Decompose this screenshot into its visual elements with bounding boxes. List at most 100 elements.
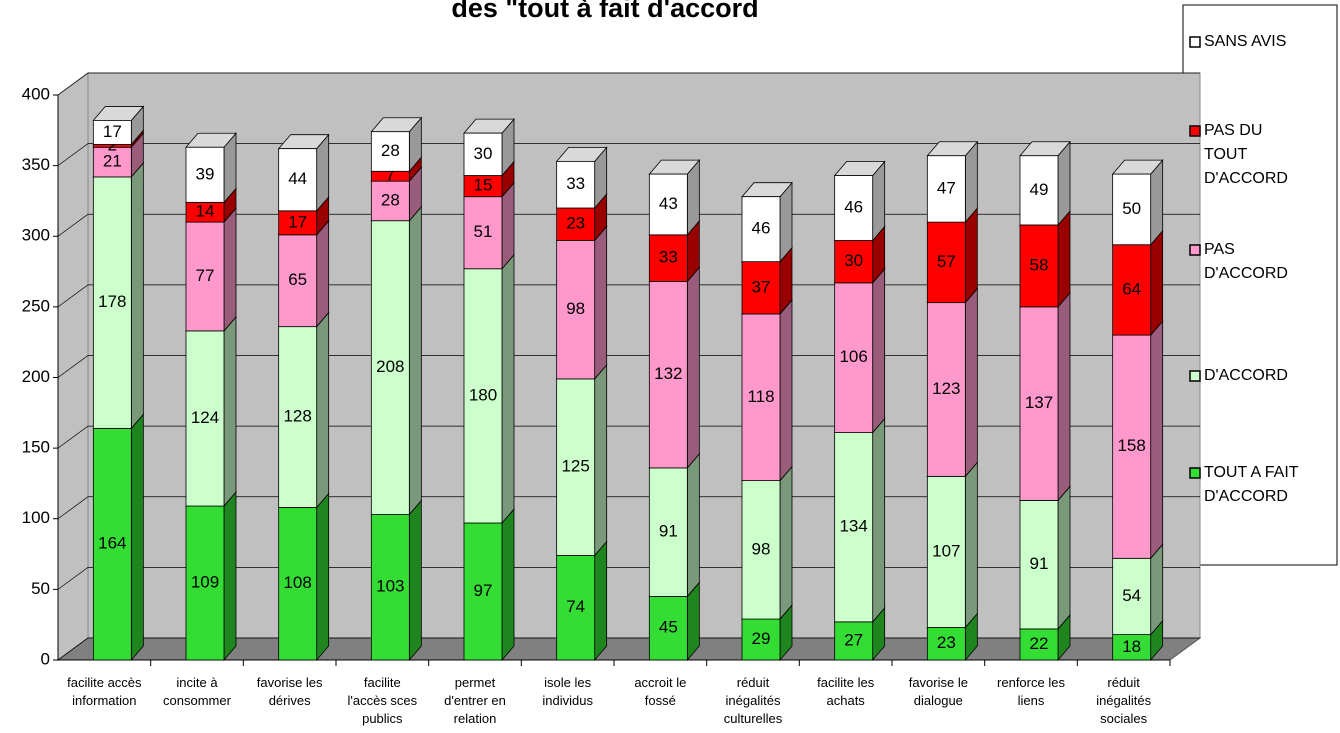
x-tick-label: permet d'entrer en relation: [444, 675, 506, 726]
bar-side: [964, 287, 978, 478]
x-tick-label: réduit inégalités culturelles: [724, 675, 783, 726]
bar-side: [130, 413, 144, 662]
value-label: 77: [196, 266, 215, 285]
value-label: 123: [932, 379, 960, 398]
bar-side: [686, 266, 700, 469]
y-tick-label: 200: [22, 367, 50, 386]
x-tick-label: favorise le dialogue: [909, 675, 968, 708]
y-tick-label: 250: [22, 296, 50, 315]
value-label: 45: [659, 618, 678, 637]
value-label: 158: [1117, 436, 1145, 455]
x-tick-label: isole les individus: [542, 675, 593, 708]
bar: [185, 330, 225, 507]
bar-side: [223, 207, 237, 332]
bar: [1112, 334, 1152, 559]
bar: [370, 180, 410, 222]
legend-swatch: [1189, 244, 1201, 256]
bar-side: [594, 225, 608, 380]
bar-side: [1150, 229, 1164, 337]
value-label: 58: [1030, 255, 1049, 274]
bar: [185, 146, 225, 203]
value-label: 64: [1122, 279, 1141, 298]
value-label: 164: [98, 534, 126, 553]
bar-side: [223, 315, 237, 508]
bar: [1019, 499, 1059, 630]
y-tick-label: 50: [31, 579, 50, 598]
bar-side: [1150, 159, 1164, 246]
bar: [92, 146, 132, 178]
x-tick-label: renforce les liens: [997, 675, 1065, 708]
bar: [926, 221, 966, 304]
bar-side: [316, 492, 330, 662]
y-tick-label: 150: [22, 438, 50, 457]
bar: [370, 220, 410, 515]
bar: [463, 196, 503, 270]
x-tick-label: accroit le fossé: [634, 675, 686, 708]
value-label: 23: [566, 214, 585, 233]
legend-swatch: [1189, 125, 1201, 137]
bar-side: [316, 311, 330, 509]
bar-side: [779, 465, 793, 621]
legend-swatch: [1189, 36, 1201, 48]
bar-side: [223, 490, 237, 662]
bar: [463, 268, 503, 524]
value-label: 7: [386, 166, 395, 185]
bar: [926, 627, 966, 661]
x-tick-label: facilite accès information: [67, 675, 142, 708]
bar-side: [501, 253, 515, 525]
bar-side: [1150, 320, 1164, 560]
value-label: 97: [474, 581, 493, 600]
value-label: 107: [932, 541, 960, 560]
value-label: 98: [566, 299, 585, 318]
bar: [926, 475, 966, 628]
legend-label: TOUT A FAIT D'ACCORD: [1204, 464, 1299, 505]
bar-side: [316, 219, 330, 328]
value-label: 128: [283, 407, 311, 426]
value-label: 15: [474, 176, 493, 195]
bar: [834, 282, 874, 433]
value-label: 180: [469, 385, 497, 404]
grid-line: [57, 425, 1200, 449]
bar: [741, 196, 781, 263]
value-label: 57: [937, 252, 956, 271]
legend-box: [1182, 4, 1338, 566]
value-label: 33: [659, 248, 678, 267]
bar-side: [594, 540, 608, 662]
legend-swatch: [1189, 370, 1201, 382]
x-tick-label: incite à consommer: [163, 675, 232, 708]
value-label: 132: [654, 364, 682, 383]
grid-line: [57, 355, 1200, 378]
value-label: 28: [381, 190, 400, 209]
bar-side: [872, 417, 886, 623]
value-label: 109: [191, 573, 219, 592]
bar: [1019, 155, 1059, 226]
value-label: 125: [561, 457, 589, 476]
bar: [92, 427, 132, 661]
value-label: 91: [1030, 554, 1049, 573]
value-label: 50: [1122, 199, 1141, 218]
value-label: 178: [98, 292, 126, 311]
value-label: 17: [103, 122, 122, 141]
bar-side: [1150, 543, 1164, 636]
grid-line: [57, 567, 1200, 590]
bar: [278, 234, 318, 328]
bar-side: [130, 161, 144, 430]
grid-line: [57, 143, 1200, 166]
value-label: 134: [839, 517, 867, 536]
bar: [834, 175, 874, 241]
bar-side: [408, 205, 422, 516]
bar: [278, 326, 318, 508]
value-label: 46: [844, 197, 863, 216]
bar-side: [501, 507, 515, 662]
value-label: 91: [659, 522, 678, 541]
bar-side: [1057, 485, 1071, 631]
grid-line: [57, 637, 1200, 661]
grid-line: [57, 496, 1200, 520]
value-label: 43: [659, 194, 678, 213]
value-label: 103: [376, 577, 404, 596]
value-label: 47: [937, 178, 956, 197]
bar: [1112, 557, 1152, 635]
value-label: 44: [288, 169, 307, 188]
bar: [926, 155, 966, 223]
